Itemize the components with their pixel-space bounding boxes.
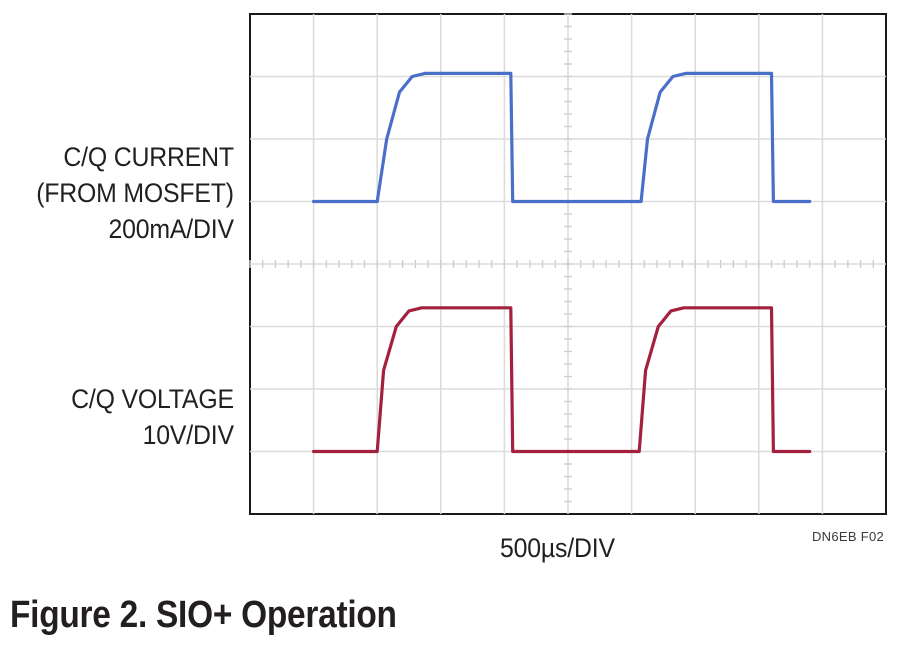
x-axis-scale-label: 500µs/DIV — [500, 533, 615, 563]
current-trace-line — [312, 71, 812, 204]
current-label-line-2: (FROM MOSFET) — [36, 178, 234, 208]
voltage-label-line-1: C/Q VOLTAGE — [71, 384, 234, 414]
current-trace-label: C/Q CURRENT (FROM MOSFET) 200mA/DIV — [36, 139, 234, 247]
current-label-line-1: C/Q CURRENT — [63, 142, 235, 172]
figure-code: DN6EB F02 — [811, 529, 884, 544]
figure-caption: Figure 2. SIO+ Operation — [10, 594, 397, 636]
voltage-label-line-2: 10V/DIV — [142, 420, 234, 450]
voltage-trace-label: C/Q VOLTAGE 10V/DIV — [71, 381, 234, 453]
traces — [312, 71, 812, 454]
current-label-line-3: 200mA/DIV — [108, 214, 235, 244]
voltage-trace-line — [312, 306, 812, 454]
